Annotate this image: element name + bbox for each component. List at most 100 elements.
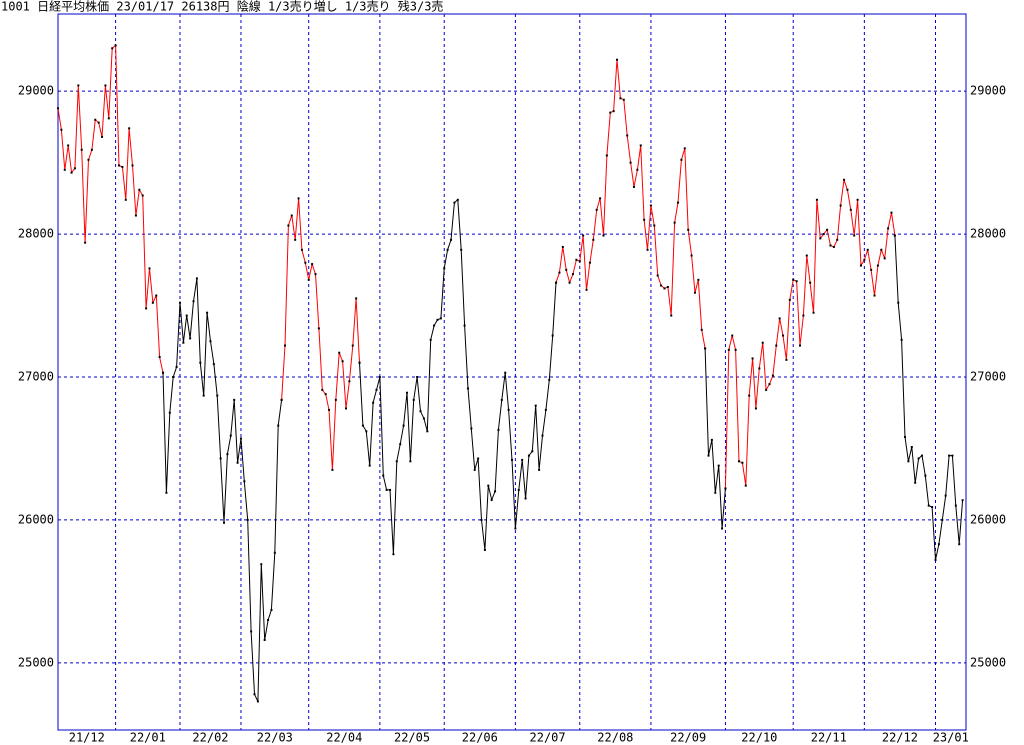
point — [229, 434, 232, 437]
x-tick-label: 22/06 — [462, 731, 498, 745]
point — [114, 44, 117, 47]
point — [175, 365, 178, 368]
point — [700, 328, 703, 331]
point — [666, 285, 669, 288]
point — [636, 168, 639, 171]
point — [561, 245, 564, 248]
point — [446, 248, 449, 251]
point — [609, 111, 612, 114]
x-tick-label: 23/01 — [933, 731, 969, 745]
point — [267, 618, 270, 621]
point — [212, 363, 215, 366]
point — [663, 287, 666, 290]
point — [602, 234, 605, 237]
point — [300, 248, 303, 251]
point — [822, 233, 825, 236]
point — [795, 280, 798, 283]
point — [673, 221, 676, 224]
point — [138, 188, 141, 191]
y-tick-label: 26000 — [18, 512, 54, 526]
point — [107, 117, 110, 120]
point — [358, 361, 361, 364]
point — [629, 161, 632, 164]
point — [148, 267, 151, 270]
point — [826, 228, 829, 231]
point — [710, 438, 713, 441]
y-tick-label: 26000 — [970, 512, 1006, 526]
point — [80, 148, 83, 151]
point — [731, 334, 734, 337]
point — [314, 273, 317, 276]
x-tick-label: 22/01 — [130, 731, 166, 745]
point — [117, 164, 120, 167]
point — [87, 158, 90, 161]
point — [334, 398, 337, 401]
x-tick-label: 22/03 — [257, 731, 293, 745]
point — [785, 358, 788, 361]
point — [389, 488, 392, 491]
point — [426, 430, 429, 433]
point — [206, 311, 209, 314]
point — [134, 214, 137, 217]
point — [856, 198, 859, 201]
point — [223, 521, 226, 524]
point — [809, 281, 812, 284]
y-tick-label: 29000 — [970, 84, 1006, 98]
point — [460, 248, 463, 251]
point — [738, 460, 740, 463]
point — [724, 487, 727, 490]
point — [768, 383, 771, 386]
point — [778, 317, 781, 320]
point — [260, 563, 263, 566]
point — [887, 227, 890, 230]
point — [422, 417, 425, 420]
point — [141, 194, 144, 197]
point — [917, 457, 920, 460]
point — [375, 388, 378, 391]
point — [351, 344, 354, 347]
point — [284, 344, 286, 347]
point — [84, 241, 87, 244]
point — [541, 434, 544, 437]
point — [524, 497, 527, 500]
point — [832, 245, 835, 248]
point — [253, 693, 256, 696]
point — [531, 450, 534, 453]
point — [805, 254, 808, 257]
point — [548, 378, 551, 381]
point — [77, 84, 80, 87]
point — [656, 274, 659, 277]
point — [829, 244, 832, 247]
point — [853, 234, 856, 237]
point — [273, 551, 276, 554]
point — [819, 237, 822, 240]
point — [382, 474, 385, 477]
point — [910, 446, 913, 449]
point — [405, 391, 408, 394]
point — [897, 301, 900, 304]
point — [243, 480, 246, 483]
point — [849, 208, 852, 211]
x-tick-label: 21/12 — [69, 731, 105, 745]
point — [399, 443, 402, 446]
price-line — [57, 44, 896, 489]
point — [544, 408, 547, 411]
point — [443, 267, 446, 270]
chart-title: 1001 日経平均株価 23/01/17 26138円 陰線 1/3売り増し 1… — [1, 0, 443, 14]
point — [63, 168, 66, 171]
point — [189, 337, 192, 340]
point — [145, 307, 148, 310]
point — [151, 301, 154, 304]
y-tick-label: 25000 — [970, 655, 1006, 669]
y-tick-label: 27000 — [18, 370, 54, 384]
point — [178, 301, 181, 304]
point — [270, 608, 273, 611]
point — [263, 638, 266, 641]
x-tick-label: 22/10 — [741, 731, 777, 745]
point — [863, 258, 866, 261]
point — [372, 401, 375, 404]
point — [782, 334, 785, 337]
point — [121, 165, 124, 168]
point — [744, 484, 747, 487]
point — [131, 164, 134, 167]
